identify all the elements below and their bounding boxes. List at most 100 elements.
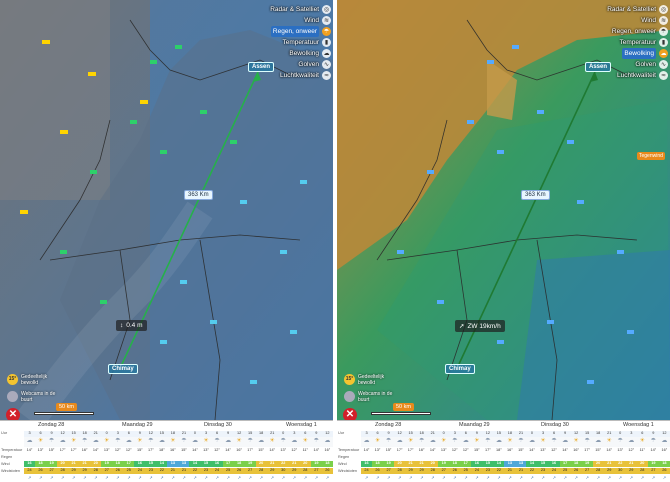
layer-rain[interactable]: Regen, onweer ☂	[607, 26, 668, 37]
webcam-link[interactable]: buurt	[358, 397, 370, 403]
webcam-icon[interactable]	[344, 391, 355, 402]
gust-cell: 21	[515, 468, 527, 474]
rain-cell	[79, 455, 90, 460]
city-label-assen[interactable]: Assen	[248, 62, 275, 72]
wind-cell: 15	[200, 461, 212, 467]
day-label: Maandag 29	[122, 422, 153, 428]
weather-map[interactable]: Radar & Satelliet ◎ Wind ≋ Regen, onweer ☂ …	[0, 0, 333, 420]
wind-cell: 16	[548, 461, 560, 467]
layer-label: Regen, onweer	[270, 26, 319, 37]
temp-cell: 18°	[159, 448, 165, 452]
rain-cell	[372, 455, 383, 460]
weather-icon: ☂	[247, 438, 253, 444]
weather-icon: ☀	[170, 438, 176, 444]
distance-label: 363 Km	[521, 190, 550, 200]
temp-cell: 17°	[147, 448, 154, 452]
layer-clouds[interactable]: Bewolking ☁	[270, 48, 331, 59]
layer-air-quality[interactable]: Luchtkwaliteit ≈	[270, 70, 331, 81]
temp-cell: 17°	[407, 448, 414, 452]
weather-icon: ☂	[551, 438, 557, 444]
webcam-link[interactable]: buurt	[21, 397, 33, 403]
layer-radar[interactable]: Radar & Satelliet ◎	[270, 4, 331, 15]
webcam-icon[interactable]	[7, 391, 18, 402]
layer-radar[interactable]: Radar & Satelliet ◎	[607, 4, 668, 15]
close-icon[interactable]: ✕	[6, 408, 20, 420]
rain-cell	[427, 455, 438, 460]
wind-row: 16 18 19 20 21 21 20 19 18 17 16 15 14 13 13 14 15 16 17 18…	[361, 461, 670, 467]
temp-cell: 14°	[26, 448, 33, 452]
wind-cell: 17	[559, 461, 571, 467]
layer-temperature[interactable]: Temperatuur ▮	[607, 37, 668, 48]
forecast-table[interactable]: Zondag 28 Maandag 29 Dinsdag 30 Woensdag…	[0, 420, 333, 482]
gust-cell: 30	[614, 468, 626, 474]
cloud-icon: ☁	[322, 49, 331, 58]
rain-cell	[493, 455, 504, 460]
gust-cell: 27	[581, 468, 593, 474]
rain-cell	[311, 455, 322, 460]
weather-map[interactable]: Radar & Satelliet ◎ Wind ≋ Regen, onweer ☂ …	[337, 0, 670, 420]
temp-cell: 12°	[114, 448, 121, 452]
close-icon[interactable]: ✕	[343, 408, 357, 420]
layer-wind[interactable]: Wind ≋	[270, 15, 331, 26]
scale-bar	[371, 412, 431, 415]
rain-cell	[361, 455, 372, 460]
weather-icons-row: ☁ ☀ ☂ ☁ ☀ ☂ ☁ ☀ ☂ ☁ ☀ ☂ ☁ ☀ ☂ ☁ ☀ ☂ ☁ ☀ ☂ ☁ ☀ ☂ ☁ ☀ ☂ ☁	[361, 437, 670, 447]
row-label: Regen	[338, 455, 350, 459]
wind-direction-icon: ↗	[193, 476, 197, 480]
city-label-chimay[interactable]: Chimay	[108, 364, 138, 374]
day-label: Dinsdag 30	[541, 422, 569, 428]
map-background	[337, 0, 670, 420]
layer-temperature[interactable]: Temperatuur ▮	[270, 37, 331, 48]
temp-cell: 15°	[48, 448, 55, 452]
forecast-table[interactable]: Zondag 28 Maandag 29 Dinsdag 30 Woensdag…	[337, 420, 670, 482]
layer-air-quality[interactable]: Luchtkwaliteit ≈	[607, 70, 668, 81]
layer-waves[interactable]: Golven ∿	[270, 59, 331, 70]
wind-direction-icon: ↗	[552, 476, 556, 480]
webcam-link[interactable]: Webcams in de	[21, 391, 56, 397]
wind-direction-icon: ↗	[364, 476, 369, 480]
weather-icon: ☁	[191, 438, 198, 444]
layer-rain[interactable]: Regen, onweer ☂	[270, 26, 331, 37]
rain-cell	[322, 455, 333, 460]
layer-label: Temperatuur	[282, 39, 320, 46]
hours-row: 3 6 9 12 15 18 21 0 3 6 9 12 15 18 21 0 3 6 9 12 15 18 21 0 3 6 9 1…	[361, 431, 670, 437]
temp-cell: 17°	[59, 448, 66, 452]
wind-cell: 21	[405, 461, 417, 467]
gust-cell: 25	[123, 468, 135, 474]
gust-cell: 27	[383, 468, 395, 474]
partly-cloudy-icon[interactable]: 15°	[344, 374, 355, 385]
gust-cell: 22	[156, 468, 168, 474]
temp-cell: 17°	[70, 448, 77, 452]
wind-direction-icon: ↗	[541, 476, 545, 480]
layer-clouds[interactable]: Bewolking ☁	[607, 48, 668, 59]
layer-wind[interactable]: Wind ≋	[607, 15, 668, 26]
wind-direction-icon: ↗	[442, 476, 446, 480]
temp-cell: 14°	[363, 448, 370, 452]
temp-cell: 17°	[396, 448, 403, 452]
legend-chip[interactable]: Tegenwind	[637, 152, 665, 160]
city-label-chimay[interactable]: Chimay	[445, 364, 475, 374]
forecast-days: Zondag 28 Maandag 29 Dinsdag 30 Woensdag…	[32, 422, 333, 429]
wind-direction-icon: ↗	[182, 476, 186, 480]
city-label-assen[interactable]: Assen	[585, 62, 612, 72]
webcam-link[interactable]: Webcams in de	[358, 391, 393, 397]
weather-icon: ☂	[48, 438, 55, 444]
day-label: Zondag 28	[38, 422, 65, 428]
weather-icon: ☁	[628, 438, 635, 444]
hour-cell: 3	[28, 431, 31, 435]
direction-row: ↗ ↗ ↗ ↗ ↗ ↗ ↗ ↗ ↗ ↗ ↗ ↗ ↗ ↗ ↗ ↗ ↗ ↗ ↗ ↗ ↗ ↗ ↗ ↗ ↗ ↗ ↗ ↗	[24, 475, 333, 481]
wind-direction-icon: ↗	[530, 476, 534, 480]
temp-cell: 14°	[529, 448, 535, 452]
hour-cell: 0	[530, 431, 534, 435]
hour-cell: 15	[496, 431, 501, 435]
temp-cell: 17°	[584, 448, 591, 452]
wind-cell: 18	[233, 461, 245, 467]
gust-row: 24 26 27 28 29 29 28 27 26 25 24 23 22 21 21 22 23 24 25 26…	[361, 468, 670, 474]
weather-icon: ☁	[396, 438, 403, 444]
partly-cloudy-icon[interactable]: 15°	[7, 374, 18, 385]
wind-cell: 20	[57, 461, 69, 467]
layer-label: Temperatuur	[619, 39, 657, 46]
rain-cell	[156, 455, 167, 460]
layer-waves[interactable]: Golven ∿	[607, 59, 668, 70]
wind-cell: 16	[471, 461, 483, 467]
